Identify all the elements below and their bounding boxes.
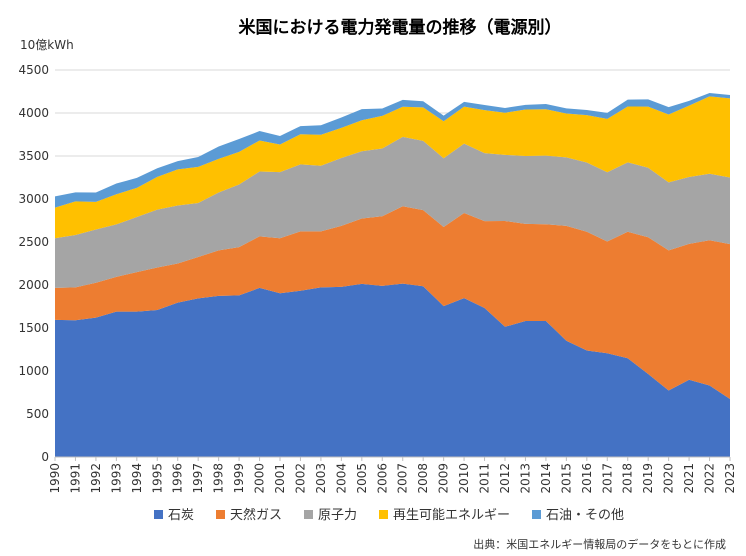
x-tick-label: 2007	[396, 463, 410, 494]
y-axis-unit-label: 10億kWh	[20, 38, 74, 52]
x-tick-label: 2017	[600, 463, 614, 494]
x-tick-label: 1994	[130, 463, 144, 494]
legend: 石炭 天然ガス 原子力 再生可能エネルギー 石油・その他	[154, 507, 624, 523]
x-tick-label: 2005	[355, 463, 369, 494]
legend-swatch	[216, 510, 225, 519]
y-tick-label: 500	[26, 407, 49, 421]
x-tick-label: 1990	[48, 463, 62, 494]
x-tick-label: 2002	[293, 463, 307, 494]
y-tick-label: 4000	[18, 106, 49, 120]
x-tick-label: 2018	[621, 463, 635, 494]
x-tick-label: 2011	[478, 463, 492, 494]
x-tick-label: 1993	[109, 463, 123, 494]
y-tick-label: 0	[41, 450, 49, 464]
legend-label: 天然ガス	[230, 507, 282, 523]
y-tick-label: 4500	[18, 63, 49, 77]
legend-label: 原子力	[318, 508, 357, 523]
x-tick-label: 2021	[682, 463, 696, 494]
legend-swatch	[304, 510, 313, 519]
x-tick-label: 1998	[212, 463, 226, 494]
x-tick-label: 2010	[457, 463, 471, 494]
x-tick-label: 1999	[232, 463, 246, 494]
y-tick-label: 3500	[18, 149, 49, 163]
y-tick-label: 2500	[18, 235, 49, 249]
x-tick-label: 1992	[89, 463, 103, 494]
legend-swatch	[379, 510, 388, 519]
y-tick-label: 3000	[18, 192, 49, 206]
y-tick-label: 1500	[18, 321, 49, 335]
x-tick-label: 2013	[518, 463, 532, 494]
y-tick-label: 2000	[18, 278, 49, 292]
series-area-3	[55, 136, 730, 288]
legend-swatch	[532, 510, 541, 519]
chart-title: 米国における電力発電量の推移（電源別）	[239, 17, 562, 38]
x-tick-label: 2016	[580, 463, 594, 494]
series-area-4	[55, 96, 730, 239]
x-tick-label: 2006	[375, 463, 389, 494]
x-tick-label: 2003	[314, 463, 328, 494]
x-tick-label: 1991	[68, 463, 82, 494]
series-area-1	[55, 283, 730, 457]
x-tick-label: 2022	[703, 463, 717, 494]
legend-swatch	[154, 510, 163, 519]
x-tick-label: 1995	[150, 463, 164, 494]
x-tick-label: 2014	[539, 463, 553, 494]
x-tick-label: 2001	[273, 463, 287, 494]
axes: 0 500 1000 1500 2000 2500 3000 3500 4000 4500 1990…	[18, 63, 737, 494]
x-tick-label: 2020	[662, 463, 676, 494]
y-tick-label: 1000	[18, 364, 49, 378]
legend-label: 石油・その他	[546, 508, 624, 523]
x-tick-label: 2015	[559, 463, 573, 494]
x-tick-label: 1996	[171, 463, 185, 494]
plot-area	[55, 92, 730, 457]
legend-label: 再生可能エネルギー	[393, 508, 510, 523]
x-tick-label: 2023	[723, 463, 737, 494]
x-tick-label: 2019	[641, 463, 655, 494]
x-tick-label: 2000	[253, 463, 267, 494]
legend-label: 石炭	[168, 508, 194, 523]
x-tick-label: 2009	[437, 463, 451, 494]
x-tick-label: 2008	[416, 463, 430, 494]
x-tick-label: 2012	[498, 463, 512, 494]
x-tick-label: 1997	[191, 463, 205, 494]
source-note: 出典：米国エネルギー情報局のデータをもとに作成	[473, 537, 726, 551]
x-tick-label: 2004	[334, 463, 348, 494]
series-area-2	[55, 206, 730, 399]
